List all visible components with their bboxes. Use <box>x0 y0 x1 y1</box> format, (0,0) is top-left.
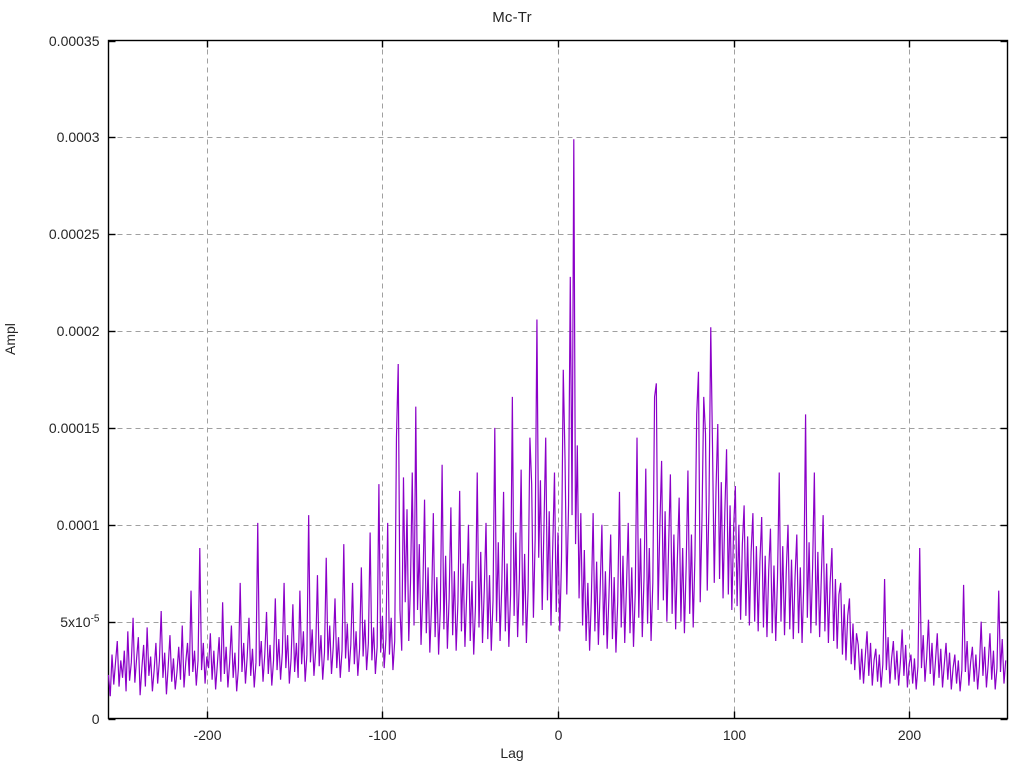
chart-title: Mc-Tr <box>492 9 532 26</box>
y-tick-label: 0 <box>91 710 100 727</box>
grid-lines <box>108 40 1008 719</box>
x-tick-label: -200 <box>193 726 222 743</box>
data-series <box>107 139 1007 697</box>
x-tick-label: 0 <box>554 726 563 743</box>
y-tick-label: 0.00025 <box>48 225 100 242</box>
axis-ticks <box>108 40 1008 721</box>
x-tick-label: 200 <box>897 726 922 743</box>
y-tick-label: 0.0002 <box>56 322 100 339</box>
y-tick-label: 0.0003 <box>56 128 100 145</box>
y-tick-label: 5x10-5 <box>60 612 100 630</box>
y-tick-label: 0.0001 <box>56 516 100 533</box>
x-tick-label: 100 <box>722 726 747 743</box>
y-tick-label: 0.00035 <box>48 32 100 49</box>
x-tick-label: -100 <box>368 726 397 743</box>
x-axis-label: Lag <box>500 745 524 761</box>
y-tick-label: 0.00015 <box>48 419 100 436</box>
plot-frame <box>107 39 1009 720</box>
